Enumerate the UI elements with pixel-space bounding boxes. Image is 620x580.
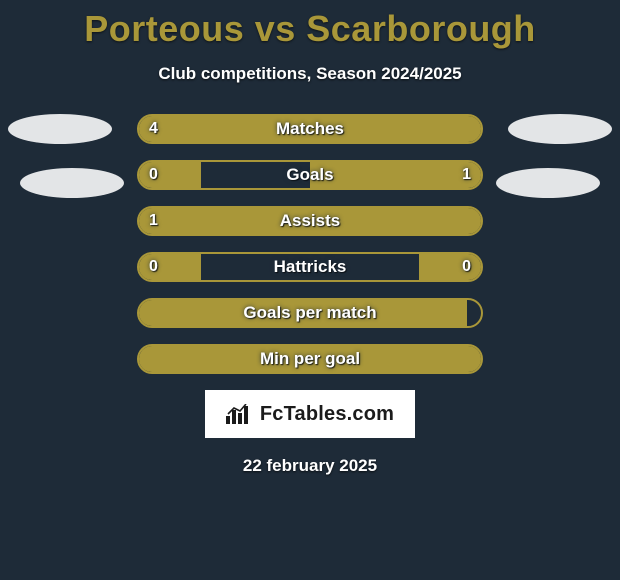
footer-date: 22 february 2025	[0, 456, 620, 476]
stat-value-right: 1	[462, 166, 471, 184]
left-player-badge-bottom	[20, 168, 124, 198]
stat-row: Matches4	[137, 114, 483, 144]
stat-bar-track	[137, 344, 483, 374]
right-player-badge-top	[508, 114, 612, 144]
stat-fill-right	[419, 254, 481, 280]
stat-fill-left	[139, 300, 467, 326]
stat-bar-track	[137, 252, 483, 282]
stat-value-left: 0	[149, 258, 158, 276]
stat-bar-track	[137, 206, 483, 236]
source-logo: FcTables.com	[205, 390, 415, 438]
stat-value-right: 0	[462, 258, 471, 276]
stat-value-left: 1	[149, 212, 158, 230]
stat-row: Min per goal	[137, 344, 483, 374]
comparison-panel: Matches4Goals01Assists1Hattricks00Goals …	[0, 114, 620, 476]
stat-row: Assists1	[137, 206, 483, 236]
fctables-icon	[226, 404, 254, 424]
stat-bar-track	[137, 160, 483, 190]
stat-bars: Matches4Goals01Assists1Hattricks00Goals …	[137, 114, 483, 374]
left-player-badge-top	[8, 114, 112, 144]
logo-text: FcTables.com	[260, 403, 394, 426]
stat-row: Hattricks00	[137, 252, 483, 282]
stat-bar-track	[137, 298, 483, 328]
stat-fill-left	[139, 116, 481, 142]
page-title: Porteous vs Scarborough	[0, 0, 620, 50]
stat-fill-left	[139, 346, 481, 372]
stat-value-left: 0	[149, 166, 158, 184]
stat-fill-right	[310, 162, 481, 188]
stat-value-left: 4	[149, 120, 158, 138]
right-player-badge-bottom	[496, 168, 600, 198]
subtitle: Club competitions, Season 2024/2025	[0, 64, 620, 84]
stat-bar-track	[137, 114, 483, 144]
stat-fill-left	[139, 208, 481, 234]
stat-row: Goals per match	[137, 298, 483, 328]
stat-row: Goals01	[137, 160, 483, 190]
